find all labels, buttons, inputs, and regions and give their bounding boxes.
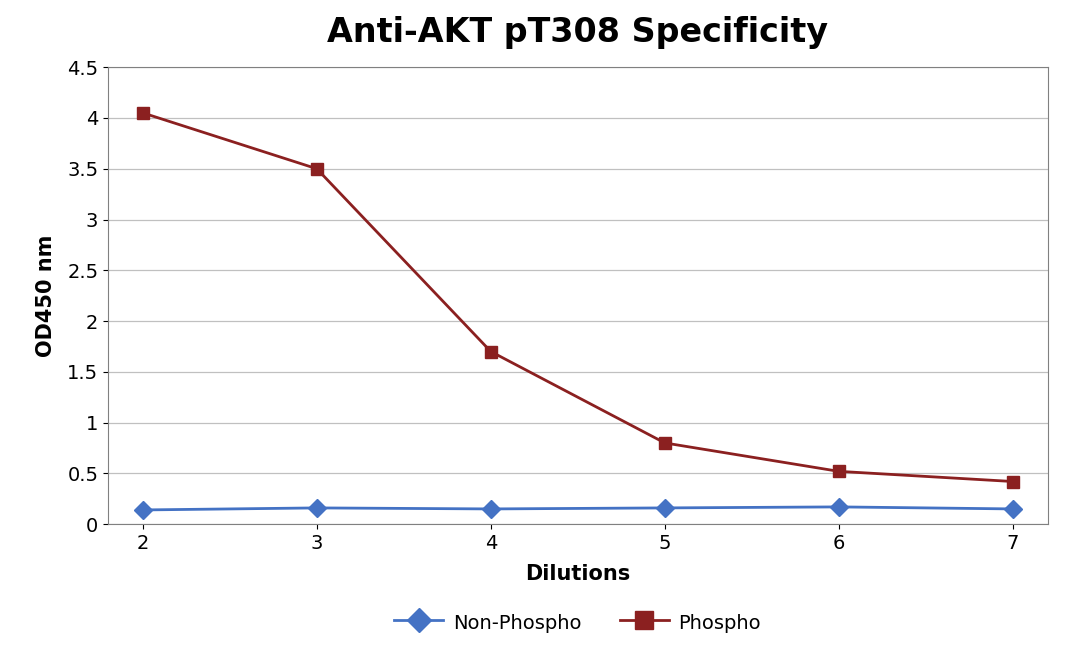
Phospho: [659, 439, 672, 447]
Phospho: [484, 347, 497, 355]
Phospho: [1007, 478, 1020, 486]
Non-Phospho: [659, 504, 672, 512]
Non-Phospho: [310, 504, 323, 512]
Phospho: [310, 165, 323, 173]
Title: Anti-AKT pT308 Specificity: Anti-AKT pT308 Specificity: [327, 16, 828, 49]
Non-Phospho: [1007, 505, 1020, 513]
Line: Non-Phospho: Non-Phospho: [136, 501, 1020, 516]
Non-Phospho: [484, 505, 497, 513]
Line: Phospho: Phospho: [136, 107, 1020, 488]
Y-axis label: OD450 nm: OD450 nm: [36, 235, 56, 357]
Phospho: [136, 109, 149, 117]
Non-Phospho: [136, 506, 149, 514]
X-axis label: Dilutions: Dilutions: [525, 564, 631, 584]
Legend: Non-Phospho, Phospho: Non-Phospho, Phospho: [387, 603, 769, 642]
Non-Phospho: [833, 503, 846, 511]
Phospho: [833, 467, 846, 475]
